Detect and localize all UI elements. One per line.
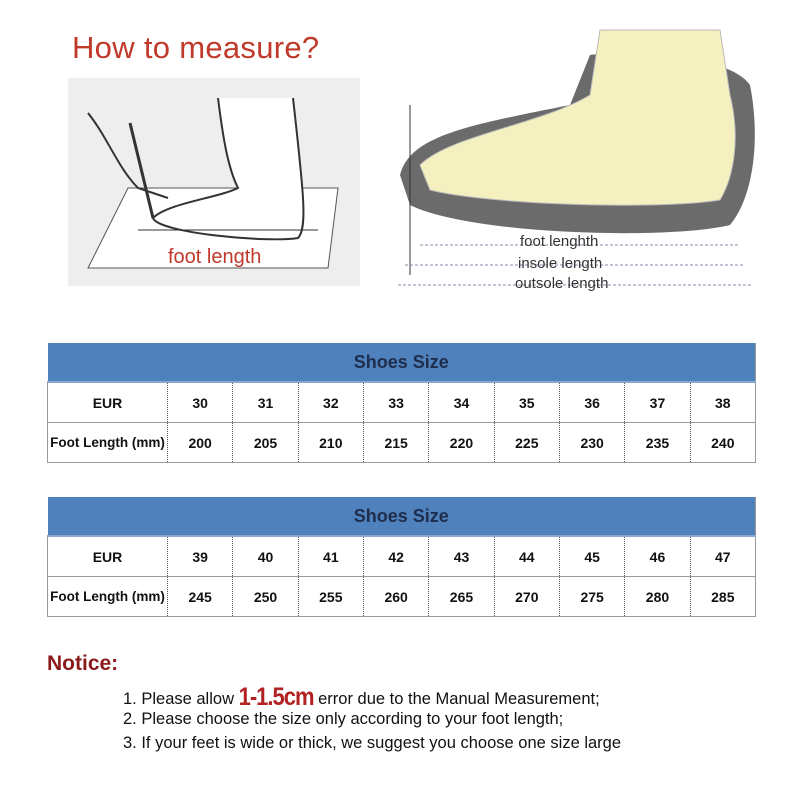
shoe-measure-illustration: foot lenghth insole length outsole lengt… xyxy=(390,25,770,300)
outsole-length-label: outsole length xyxy=(515,275,609,292)
error-highlight: 1-1.5cm xyxy=(238,682,315,711)
table-title: Shoes Size xyxy=(47,497,756,537)
cell: 270 xyxy=(494,576,560,617)
cell: 280 xyxy=(624,576,691,617)
cell: 250 xyxy=(232,576,299,617)
cell: 230 xyxy=(559,422,626,463)
cell: 34 xyxy=(428,382,495,423)
cell: 40 xyxy=(232,536,299,577)
cell: 43 xyxy=(428,536,495,577)
notice-text: error due to the Manual Measurement; xyxy=(313,690,600,708)
cell: 31 xyxy=(232,382,299,423)
notice-line-1: 1. Please allow 1-1.5cm error due to the… xyxy=(123,682,600,711)
cell: 255 xyxy=(298,576,364,617)
notice-line-2: 2. Please choose the size only according… xyxy=(123,710,564,728)
cell: 30 xyxy=(167,382,234,423)
cell: 205 xyxy=(232,422,299,463)
insole-length-label: insole length xyxy=(518,255,603,272)
cell: 35 xyxy=(494,382,560,423)
cell: 42 xyxy=(363,536,430,577)
table-row: Foot Length (mm) 200 205 210 215 220 225 230 23… xyxy=(47,422,756,463)
cell: 44 xyxy=(494,536,560,577)
size-table-1: Shoes Size EUR 30 31 32 33 34 35 36 37 38 Foot L… xyxy=(47,343,756,463)
cell: 37 xyxy=(624,382,691,423)
cell: 235 xyxy=(624,422,691,463)
table-row: Foot Length (mm) 245 250 255 260 265 270 275 28… xyxy=(47,576,756,617)
cell: 41 xyxy=(298,536,364,577)
cell: 46 xyxy=(624,536,691,577)
shoe-diagram-icon xyxy=(398,29,755,286)
table-title: Shoes Size xyxy=(47,343,756,383)
cell: 245 xyxy=(167,576,234,617)
foot-length-label: foot length xyxy=(168,246,262,268)
foot-drawing-icon xyxy=(87,97,339,269)
table-row: EUR 30 31 32 33 34 35 36 37 38 xyxy=(47,382,756,423)
cell: 45 xyxy=(559,536,626,577)
cell: 47 xyxy=(690,536,756,577)
row-label: Foot Length (mm) xyxy=(47,576,168,617)
cell: 32 xyxy=(298,382,364,423)
cell: 215 xyxy=(363,422,430,463)
cell: 200 xyxy=(167,422,234,463)
cell: 33 xyxy=(363,382,430,423)
cell: 39 xyxy=(167,536,234,577)
cell: 265 xyxy=(428,576,495,617)
notice-line-3: 3. If your feet is wide or thick, we sug… xyxy=(123,734,622,752)
cell: 285 xyxy=(690,576,756,617)
cell: 220 xyxy=(428,422,495,463)
cell: 225 xyxy=(494,422,560,463)
notice-text: 1. Please allow xyxy=(123,690,239,708)
row-label: Foot Length (mm) xyxy=(47,422,168,463)
foot-lenghth-label: foot lenghth xyxy=(520,233,599,250)
page-title: How to measure? xyxy=(72,30,320,65)
table-row: EUR 39 40 41 42 43 44 45 46 47 xyxy=(47,536,756,577)
row-label: EUR xyxy=(47,382,168,423)
cell: 38 xyxy=(690,382,756,423)
size-table-2: Shoes Size EUR 39 40 41 42 43 44 45 46 47 Foot L… xyxy=(47,497,756,617)
cell: 240 xyxy=(690,422,756,463)
cell: 260 xyxy=(363,576,430,617)
cell: 210 xyxy=(298,422,364,463)
foot-measure-illustration: foot length xyxy=(68,78,360,286)
notice-heading: Notice: xyxy=(47,652,119,675)
row-label: EUR xyxy=(47,536,168,577)
cell: 36 xyxy=(559,382,626,423)
cell: 275 xyxy=(559,576,626,617)
